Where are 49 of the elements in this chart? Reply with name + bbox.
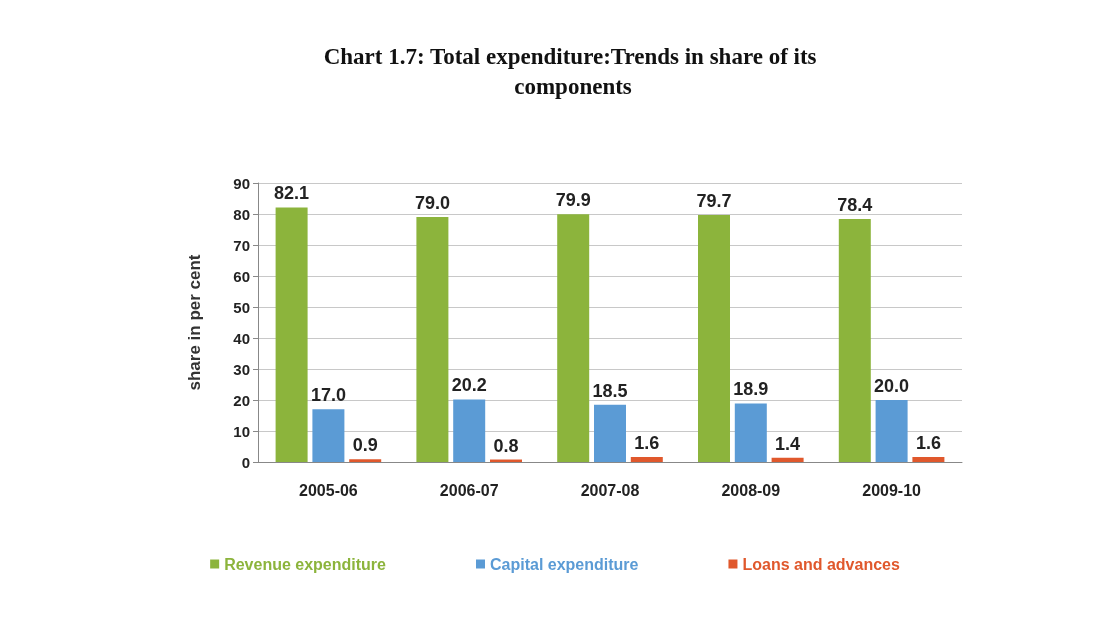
bar — [698, 214, 730, 462]
bar — [416, 217, 449, 462]
bar — [594, 404, 626, 462]
data-label: 79.7 — [696, 190, 732, 211]
data-label: 79.9 — [555, 190, 591, 211]
bar — [912, 457, 945, 462]
bar — [838, 218, 871, 462]
x-tick-label: 2005-06 — [299, 481, 358, 499]
data-label: 18.9 — [733, 379, 769, 400]
data-label: 0.9 — [352, 435, 378, 456]
data-label: 82.1 — [274, 183, 310, 204]
data-label: 1.6 — [634, 433, 660, 454]
bar — [312, 409, 345, 462]
data-label: 20.0 — [874, 376, 910, 396]
bar — [349, 459, 382, 462]
bar — [734, 403, 767, 462]
data-label: 0.8 — [493, 435, 519, 456]
y-tick-label: 40 — [233, 329, 250, 347]
x-tick-label: 2008-09 — [721, 481, 781, 499]
chart-title: Chart 1.7: Total expenditure:Trends in share of its components — [323, 43, 823, 99]
bar — [453, 399, 486, 462]
bar — [771, 457, 804, 462]
y-tick-label: 90 — [233, 174, 250, 192]
y-tick-label: 20 — [233, 391, 250, 409]
bar — [630, 457, 663, 462]
data-label: 79.0 — [414, 193, 450, 214]
x-tick-label: 2007-08 — [580, 481, 640, 499]
data-label: 18.5 — [592, 380, 628, 401]
x-tick-label: 2009-10 — [862, 481, 922, 499]
bar — [557, 214, 590, 462]
y-tick-label: 70 — [233, 236, 250, 254]
legend-label: Revenue expenditure — [224, 555, 387, 573]
bar — [275, 207, 308, 462]
y-tick-label: 80 — [233, 205, 250, 223]
y-tick-label: 60 — [233, 267, 250, 285]
bar — [875, 400, 908, 462]
y-tick-label: 50 — [233, 298, 250, 316]
data-label: 1.6 — [915, 433, 941, 454]
y-tick-label: 0 — [241, 453, 250, 471]
data-label: 78.4 — [837, 194, 873, 215]
legend-label: Capital expenditure — [489, 555, 639, 573]
y-tick-label: 30 — [233, 360, 250, 378]
data-label: 20.2 — [451, 375, 487, 396]
y-axis-title: share in per cent — [185, 254, 204, 391]
data-label: 1.4 — [775, 433, 801, 454]
x-tick-label: 2006-07 — [439, 481, 499, 499]
legend-label: Loans and advances — [742, 555, 900, 573]
data-label: 17.0 — [310, 385, 346, 406]
y-tick-label: 10 — [233, 422, 250, 440]
